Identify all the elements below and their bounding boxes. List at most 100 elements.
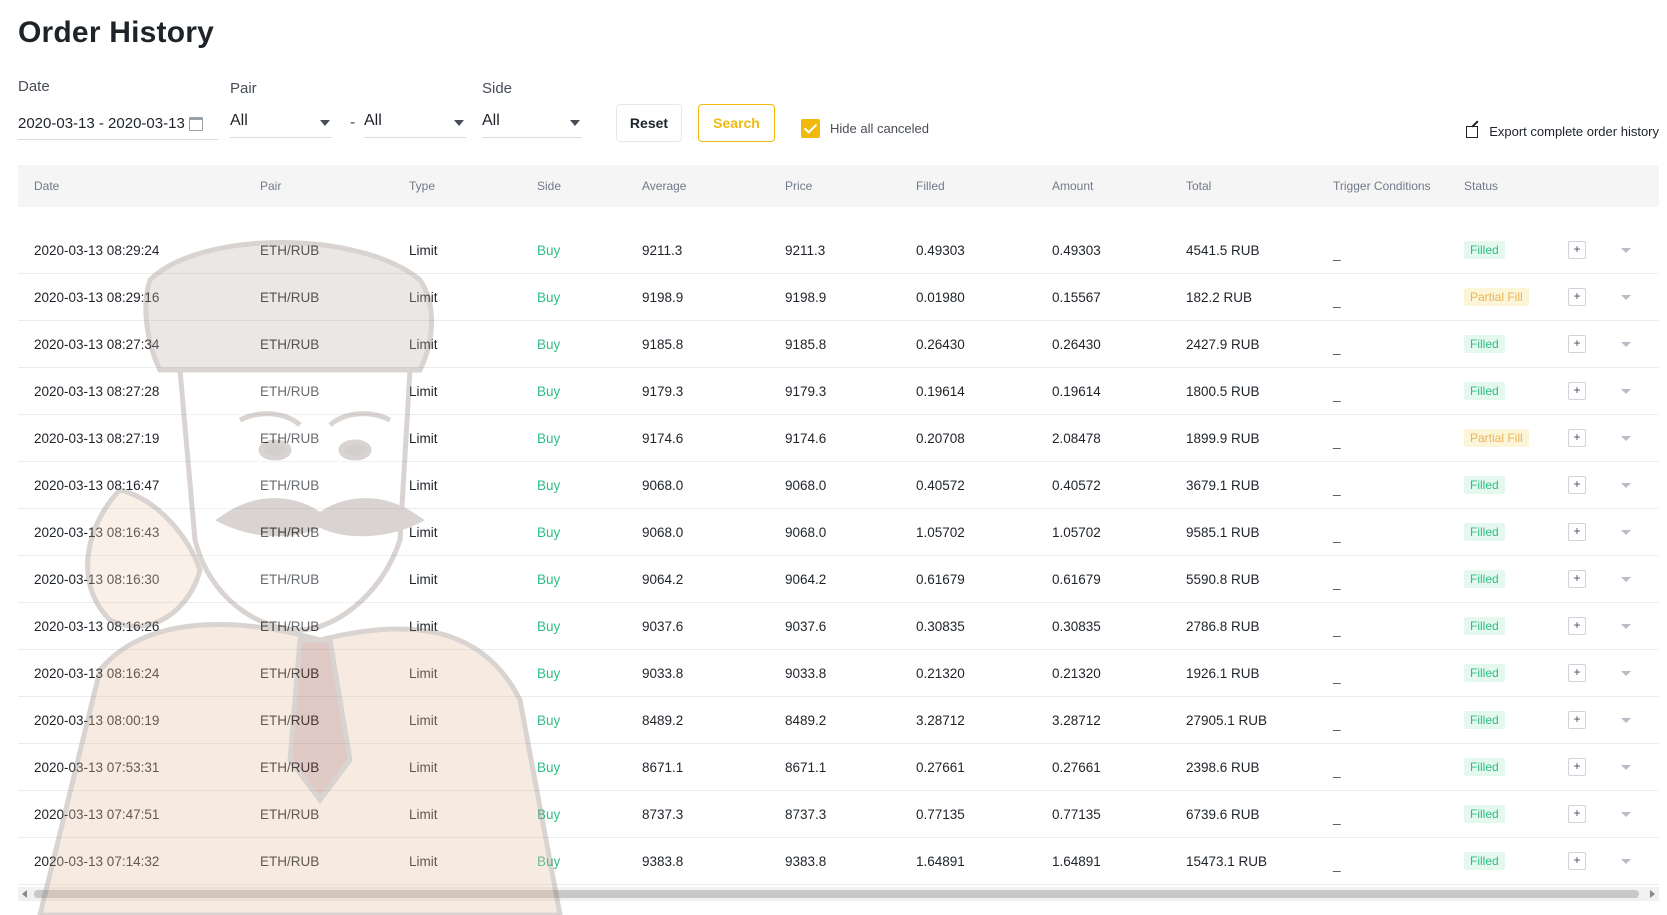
search-button[interactable]: Search: [698, 104, 775, 142]
col-header-total: Total: [1186, 179, 1212, 193]
caret-down-icon[interactable]: [1621, 388, 1631, 394]
cell-type: Limit: [409, 336, 438, 352]
plus-icon[interactable]: +: [1568, 476, 1586, 494]
status-badge: Filled: [1464, 241, 1505, 259]
scroll-right-icon[interactable]: [1650, 890, 1655, 898]
table-row[interactable]: 2020-03-13 08:29:16 ETH/RUB Limit Buy 9198.9…: [18, 274, 1659, 321]
table-row[interactable]: 2020-03-13 08:16:30 ETH/RUB Limit Buy 9064.2…: [18, 556, 1659, 603]
table-row[interactable]: 2020-03-13 08:27:28 ETH/RUB Limit Buy 9179.3…: [18, 368, 1659, 415]
caret-down-icon[interactable]: [1621, 576, 1631, 582]
cell-trigger: _: [1333, 668, 1341, 684]
horizontal-scrollbar[interactable]: [18, 887, 1659, 901]
cell-filled: 3.28712: [916, 712, 965, 728]
col-header-status: Status: [1464, 179, 1499, 193]
date-range-input[interactable]: 2020-03-13 - 2020-03-13: [18, 108, 218, 140]
cell-average: 9185.8: [642, 336, 684, 352]
cell-filled: 0.27661: [916, 759, 965, 775]
caret-down-icon[interactable]: [1621, 670, 1631, 676]
plus-icon[interactable]: +: [1568, 711, 1586, 729]
cell-total: 2398.6 RUB: [1186, 759, 1260, 775]
caret-down-icon[interactable]: [1621, 623, 1631, 629]
cell-price: 9179.3: [785, 383, 827, 399]
export-link[interactable]: Export complete order history: [1466, 124, 1659, 139]
status-badge: Partial Fill: [1464, 288, 1529, 306]
cell-filled: 1.05702: [916, 524, 965, 540]
cell-amount: 0.77135: [1052, 806, 1101, 822]
hide-canceled-toggle[interactable]: Hide all canceled: [801, 119, 929, 138]
cell-average: 9037.6: [642, 618, 684, 634]
pair-base-select[interactable]: All: [230, 104, 332, 138]
cell-total: 9585.1 RUB: [1186, 524, 1260, 540]
cell-side: Buy: [537, 665, 561, 681]
cell-trigger: _: [1333, 715, 1341, 731]
col-header-side: Side: [537, 179, 562, 193]
table-row[interactable]: 2020-03-13 07:47:51 ETH/RUB Limit Buy 8737.3…: [18, 791, 1659, 838]
cell-pair: ETH/RUB: [260, 524, 320, 540]
table-row[interactable]: 2020-03-13 08:16:24 ETH/RUB Limit Buy 9033.8…: [18, 650, 1659, 697]
plus-icon[interactable]: +: [1568, 335, 1586, 353]
cell-amount: 0.27661: [1052, 759, 1101, 775]
cell-type: Limit: [409, 289, 438, 305]
cell-side: Buy: [537, 242, 561, 258]
caret-down-icon[interactable]: [1621, 341, 1631, 347]
reset-button[interactable]: Reset: [616, 104, 682, 142]
cell-trigger: _: [1333, 386, 1341, 402]
plus-icon[interactable]: +: [1568, 758, 1586, 776]
plus-icon[interactable]: +: [1568, 852, 1586, 870]
table-row[interactable]: 2020-03-13 07:14:32 ETH/RUB Limit Buy 9383.8…: [18, 838, 1659, 885]
plus-icon[interactable]: +: [1568, 241, 1586, 259]
cell-type: Limit: [409, 571, 438, 587]
table-row[interactable]: 2020-03-13 08:27:34 ETH/RUB Limit Buy 9185.8…: [18, 321, 1659, 368]
cell-type: Limit: [409, 430, 438, 446]
checkmark-icon[interactable]: [801, 119, 820, 138]
cell-amount: 0.30835: [1052, 618, 1101, 634]
col-header-pair: Pair: [260, 179, 282, 193]
table-row[interactable]: 2020-03-13 08:27:19 ETH/RUB Limit Buy 9174.6…: [18, 415, 1659, 462]
cell-total: 182.2 RUB: [1186, 289, 1253, 305]
caret-down-icon[interactable]: [1621, 811, 1631, 817]
cell-average: 8489.2: [642, 712, 684, 728]
caret-down-icon[interactable]: [1621, 717, 1631, 723]
caret-down-icon[interactable]: [1621, 247, 1631, 253]
cell-price: 9068.0: [785, 477, 827, 493]
table-row[interactable]: 2020-03-13 08:16:47 ETH/RUB Limit Buy 9068.0…: [18, 462, 1659, 509]
cell-date: 2020-03-13 07:14:32: [34, 853, 160, 869]
scroll-left-icon[interactable]: [22, 890, 27, 898]
plus-icon[interactable]: +: [1568, 664, 1586, 682]
cell-trigger: _: [1333, 292, 1341, 308]
cell-average: 9383.8: [642, 853, 684, 869]
cell-trigger: _: [1333, 527, 1341, 543]
cell-date: 2020-03-13 08:16:43: [34, 524, 160, 540]
cell-pair: ETH/RUB: [260, 383, 320, 399]
table-row[interactable]: 2020-03-13 08:16:26 ETH/RUB Limit Buy 9037.6…: [18, 603, 1659, 650]
pair-quote-select[interactable]: All: [364, 104, 466, 138]
calendar-icon[interactable]: [188, 116, 203, 131]
cell-amount: 0.49303: [1052, 242, 1101, 258]
plus-icon[interactable]: +: [1568, 288, 1586, 306]
table-row[interactable]: 2020-03-13 08:16:43 ETH/RUB Limit Buy 9068.0…: [18, 509, 1659, 556]
status-badge: Filled: [1464, 382, 1505, 400]
caret-down-icon[interactable]: [1621, 764, 1631, 770]
cell-pair: ETH/RUB: [260, 759, 320, 775]
table-row[interactable]: 2020-03-13 08:29:24 ETH/RUB Limit Buy 9211.3…: [18, 227, 1659, 274]
plus-icon[interactable]: +: [1568, 523, 1586, 541]
scrollbar-thumb[interactable]: [34, 890, 1639, 898]
caret-down-icon[interactable]: [1621, 435, 1631, 441]
table-row[interactable]: 2020-03-13 08:00:19 ETH/RUB Limit Buy 8489.2…: [18, 697, 1659, 744]
chevron-down-icon: [454, 119, 464, 126]
caret-down-icon[interactable]: [1621, 294, 1631, 300]
side-select[interactable]: All: [482, 104, 582, 138]
cell-price: 8671.1: [785, 759, 827, 775]
plus-icon[interactable]: +: [1568, 570, 1586, 588]
caret-down-icon[interactable]: [1621, 482, 1631, 488]
plus-icon[interactable]: +: [1568, 805, 1586, 823]
cell-price: 9198.9: [785, 289, 827, 305]
caret-down-icon[interactable]: [1621, 529, 1631, 535]
cell-side: Buy: [537, 806, 561, 822]
plus-icon[interactable]: +: [1568, 382, 1586, 400]
cell-side: Buy: [537, 853, 561, 869]
caret-down-icon[interactable]: [1621, 858, 1631, 864]
plus-icon[interactable]: +: [1568, 617, 1586, 635]
table-row[interactable]: 2020-03-13 07:53:31 ETH/RUB Limit Buy 8671.1…: [18, 744, 1659, 791]
plus-icon[interactable]: +: [1568, 429, 1586, 447]
